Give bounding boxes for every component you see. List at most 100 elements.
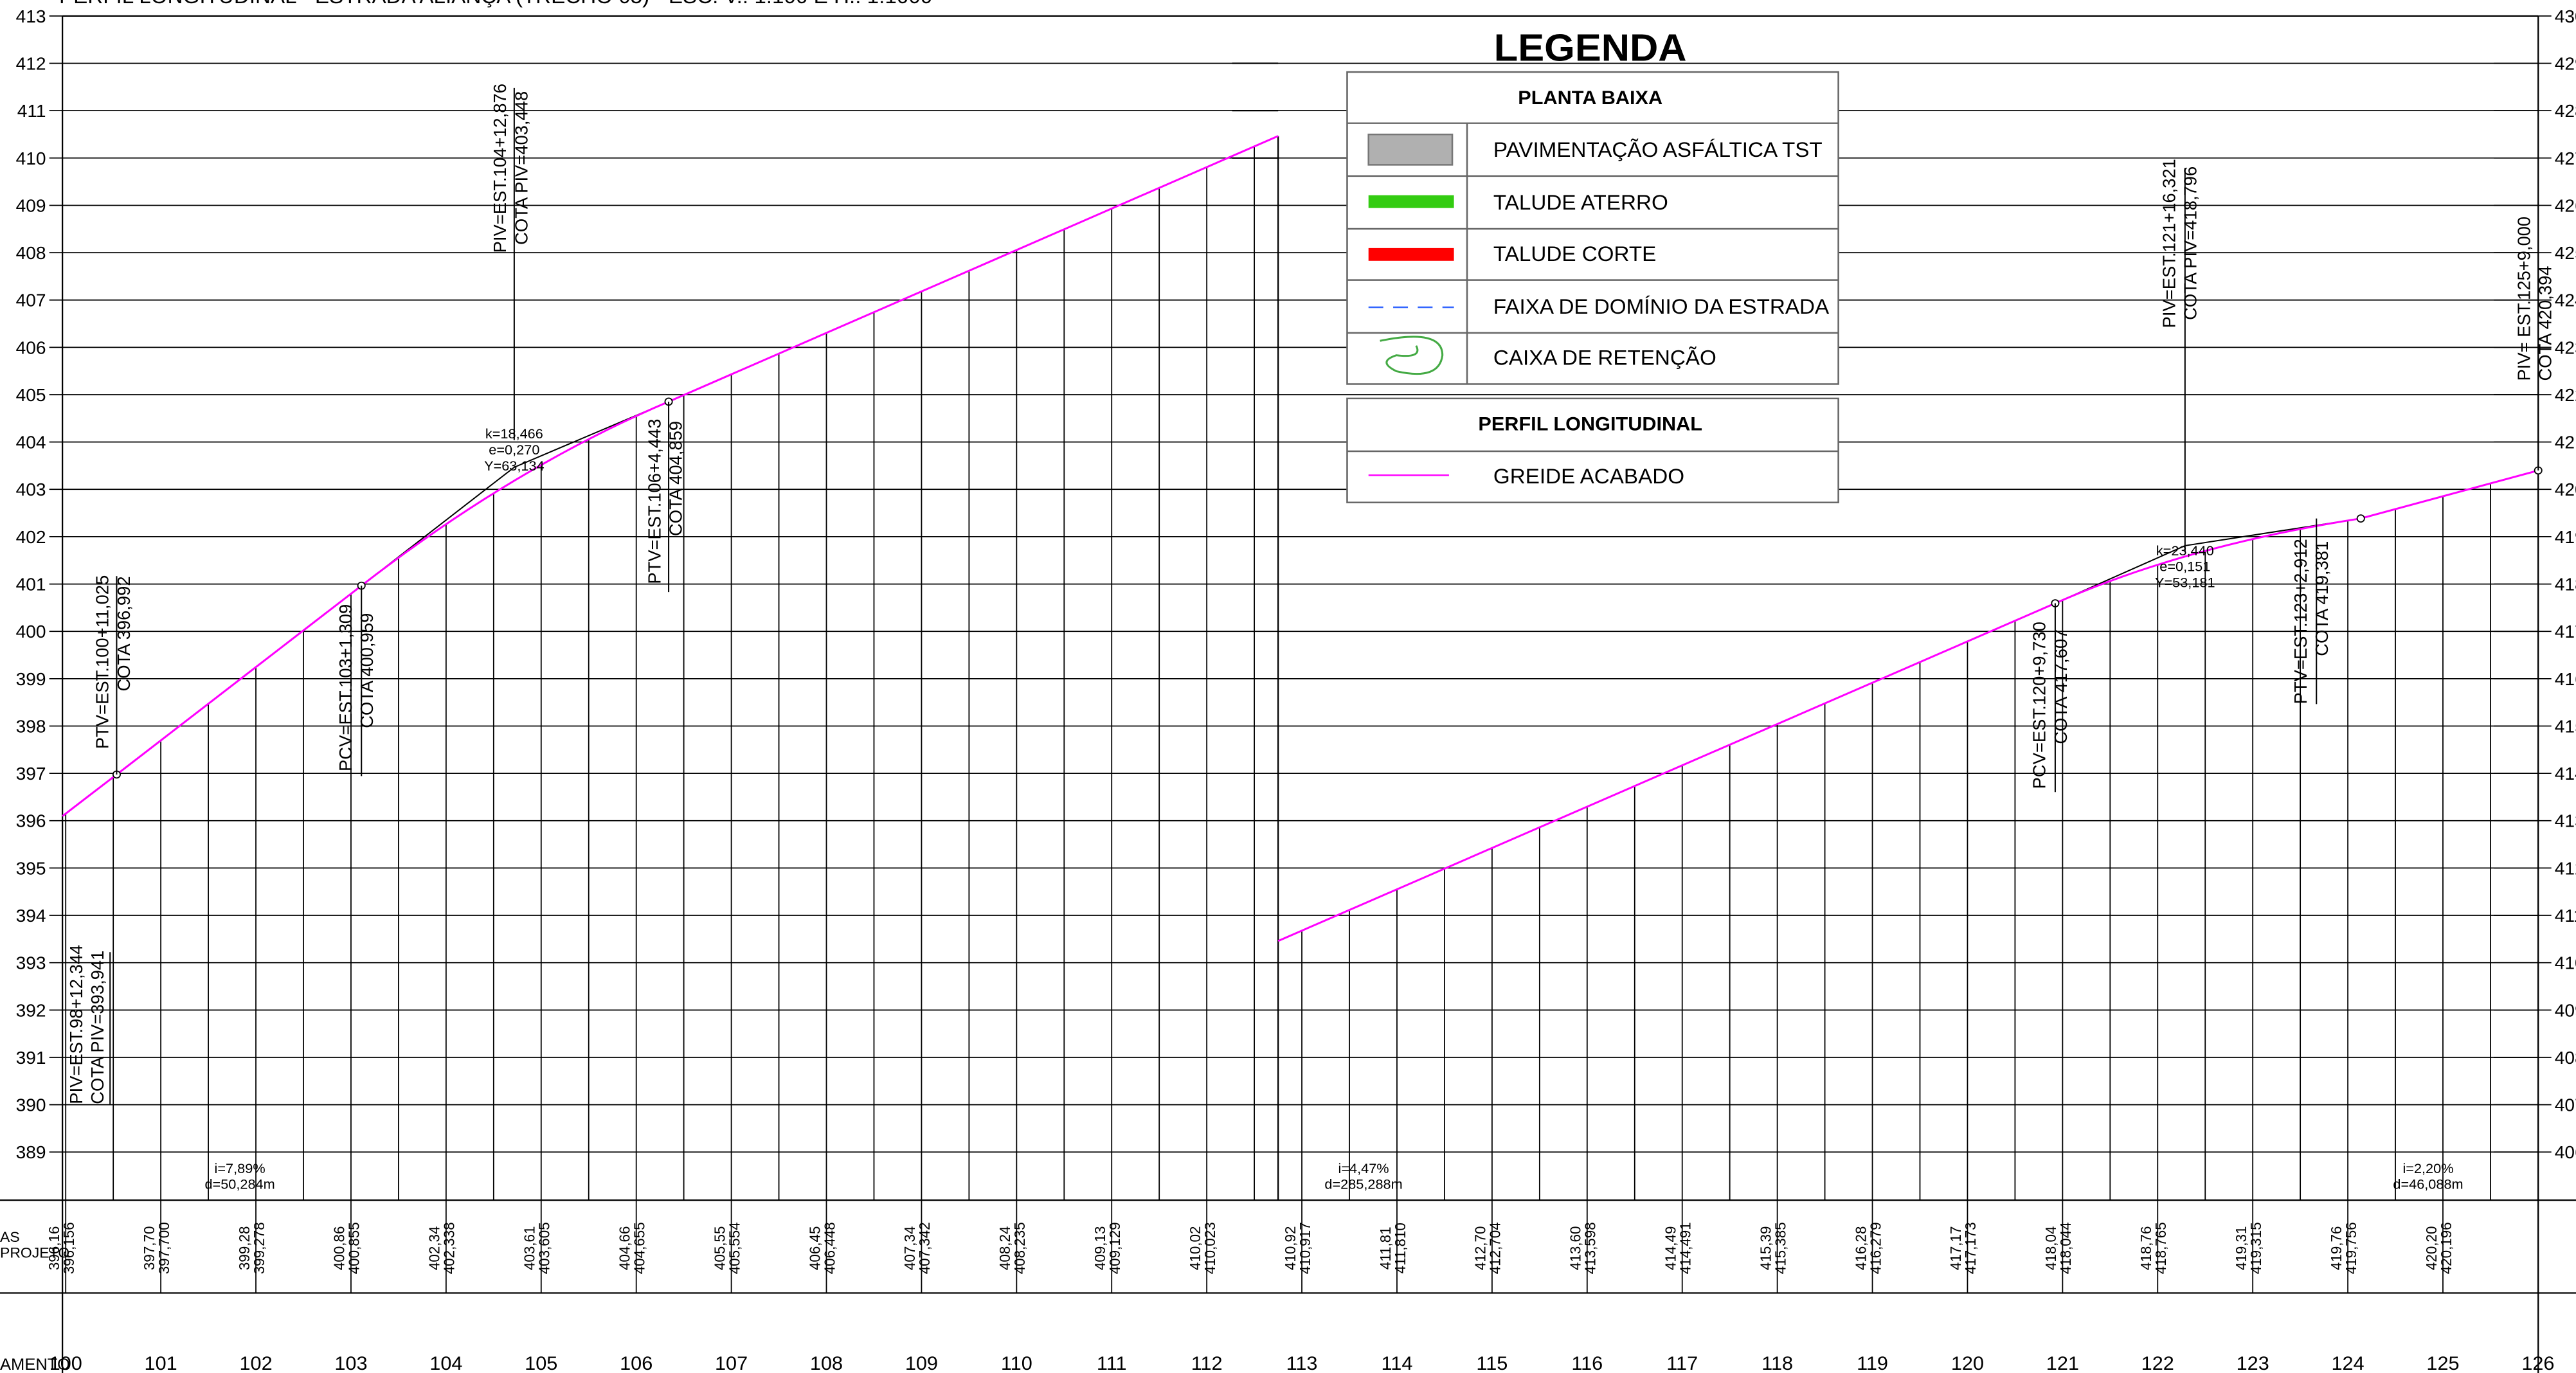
- annotation: PIV= EST.125+9,000: [2514, 217, 2534, 381]
- annotation: COTA 400,959: [357, 613, 377, 728]
- elevation-label: 414,491: [1677, 1222, 1693, 1274]
- elevation-label: 420,196: [2438, 1222, 2454, 1274]
- right-axis-label: 412: [2555, 859, 2576, 879]
- elevation-label: 412,70: [1472, 1226, 1488, 1270]
- elevation-label: 415,39: [1757, 1226, 1774, 1270]
- annotation: COTA PIV=403,448: [511, 91, 531, 245]
- station-label: 113: [1286, 1353, 1318, 1373]
- station-label: 115: [1476, 1353, 1508, 1373]
- left-axis-label: 408: [16, 243, 46, 263]
- annotation: PCV=EST.120+9,730: [2029, 622, 2049, 789]
- right-axis-label: 416: [2555, 669, 2576, 689]
- right-axis-label: 417: [2555, 622, 2576, 642]
- elevation-label: 404,655: [631, 1222, 647, 1274]
- right-axis-label: 425: [2555, 243, 2576, 263]
- right-axis-label: 409: [2555, 1001, 2576, 1021]
- elevation-label: 411,810: [1391, 1223, 1408, 1273]
- station-label: 110: [1001, 1353, 1032, 1373]
- right-axis-label: 407: [2555, 1095, 2576, 1115]
- left-axis-label: 389: [16, 1143, 46, 1163]
- left-axis-label: 397: [16, 764, 46, 784]
- slope-label: d=50,284m: [204, 1177, 275, 1192]
- elevation-label: 399,278: [251, 1222, 267, 1274]
- elevation-label: 403,61: [521, 1226, 537, 1270]
- station-label: 112: [1191, 1353, 1223, 1373]
- station-label: 103: [334, 1353, 367, 1373]
- left-axis-label: 409: [16, 196, 46, 216]
- right-axis-label: 427: [2555, 148, 2576, 168]
- slope-label: d=285,288m: [1324, 1177, 1402, 1192]
- elevation-label: 415,385: [1772, 1222, 1788, 1274]
- station-label: 120: [1951, 1353, 1984, 1373]
- elevation-label: 410,02: [1187, 1226, 1203, 1270]
- station-label: 118: [1761, 1353, 1793, 1373]
- left-axis-label: 398: [16, 717, 46, 737]
- right-axis-label: 428: [2555, 101, 2576, 121]
- station-label: 102: [239, 1353, 272, 1373]
- legend-item: CAIXA DE RETENÇÃO: [1493, 346, 1716, 370]
- elevation-label: 405,55: [711, 1226, 728, 1270]
- slope-label: i=7,89%: [215, 1161, 266, 1176]
- swatch-basin: [1380, 336, 1444, 375]
- curve-param: k=23,440: [2156, 543, 2214, 559]
- curve-param: e=0,270: [489, 442, 539, 458]
- annotation: COTA 417,607: [2050, 629, 2070, 744]
- elevation-label: 418,765: [2152, 1222, 2169, 1274]
- curve-param: e=0,151: [2159, 559, 2210, 575]
- elevation-label: 396,156: [60, 1222, 77, 1274]
- elevation-label: 407,342: [916, 1222, 933, 1274]
- station-label: 100: [50, 1353, 82, 1373]
- curve-param: k=18,466: [485, 426, 543, 442]
- elevation-label: 417,17: [1947, 1226, 1964, 1270]
- station-label: 106: [620, 1353, 653, 1373]
- elevation-label: 409,129: [1106, 1222, 1123, 1274]
- right-axis-label: 411: [2555, 906, 2576, 926]
- station-label: 117: [1666, 1353, 1698, 1373]
- left-axis-label: 391: [16, 1048, 46, 1068]
- annotation: COTA 420,394: [2535, 265, 2555, 381]
- left-axis-label: 404: [16, 433, 46, 453]
- elevation-label: 405,554: [726, 1222, 743, 1274]
- station-label: 119: [1857, 1353, 1888, 1373]
- station-label: 101: [145, 1353, 177, 1373]
- elevation-label: 416,28: [1852, 1226, 1869, 1270]
- station-label: 111: [1097, 1353, 1127, 1373]
- curve-param: Y=53,181: [2155, 575, 2215, 591]
- station-label: 121: [2046, 1353, 2079, 1373]
- station-label: 125: [2426, 1353, 2459, 1373]
- left-axis-label: 395: [16, 859, 46, 879]
- elevation-label: 399,28: [236, 1226, 253, 1270]
- right-axis-label: 424: [2555, 291, 2576, 310]
- annotation: PCV=EST.103+1,309: [336, 604, 356, 771]
- grade-line: [1277, 469, 2539, 942]
- station-label: 105: [525, 1353, 557, 1373]
- right-axis-label: 406: [2555, 1143, 2576, 1163]
- annotation: PIV=EST.121+16,321: [2159, 159, 2179, 328]
- row-label: PROJETO: [0, 1244, 69, 1261]
- left-axis-label: 392: [16, 1001, 46, 1021]
- legend-section: PLANTA BAIXA: [1518, 87, 1662, 109]
- annotation: PTV=EST.100+11,025: [92, 575, 112, 749]
- elevation-label: 412,704: [1486, 1222, 1503, 1274]
- title: PERFIL LONGITUDINAL - ESTRADA ALIANÇA (T…: [59, 0, 932, 8]
- tangent: [361, 400, 669, 586]
- legend: LEGENDA PLANTA BAIXA PAVIMENTAÇÃO ASFÁLT…: [1346, 26, 1839, 503]
- left-axis-label: 405: [16, 385, 46, 405]
- station-label: 122: [2141, 1353, 2174, 1373]
- annotation: COTA 404,859: [665, 421, 685, 536]
- left-axis-label: 400: [16, 622, 46, 642]
- station-label: 123: [2237, 1353, 2269, 1373]
- right-axis-label: 415: [2555, 717, 2576, 737]
- elevation-label: 404,66: [616, 1226, 633, 1270]
- elevation-label: 419,756: [2343, 1222, 2359, 1274]
- left-axis-label: 411: [17, 101, 46, 121]
- elevation-label: 413,60: [1567, 1226, 1583, 1270]
- left-axis-label: 406: [16, 338, 46, 358]
- legend-item: PAVIMENTAÇÃO ASFÁLTICA TST: [1493, 138, 1823, 161]
- station-label: 107: [715, 1353, 748, 1373]
- elevation-label: 397,70: [141, 1226, 158, 1270]
- legend-title: LEGENDA: [1494, 26, 1687, 69]
- elevation-label: 416,279: [1867, 1222, 1884, 1274]
- elevation-label: 413,598: [1581, 1222, 1598, 1274]
- elevation-label: 402,338: [440, 1222, 457, 1274]
